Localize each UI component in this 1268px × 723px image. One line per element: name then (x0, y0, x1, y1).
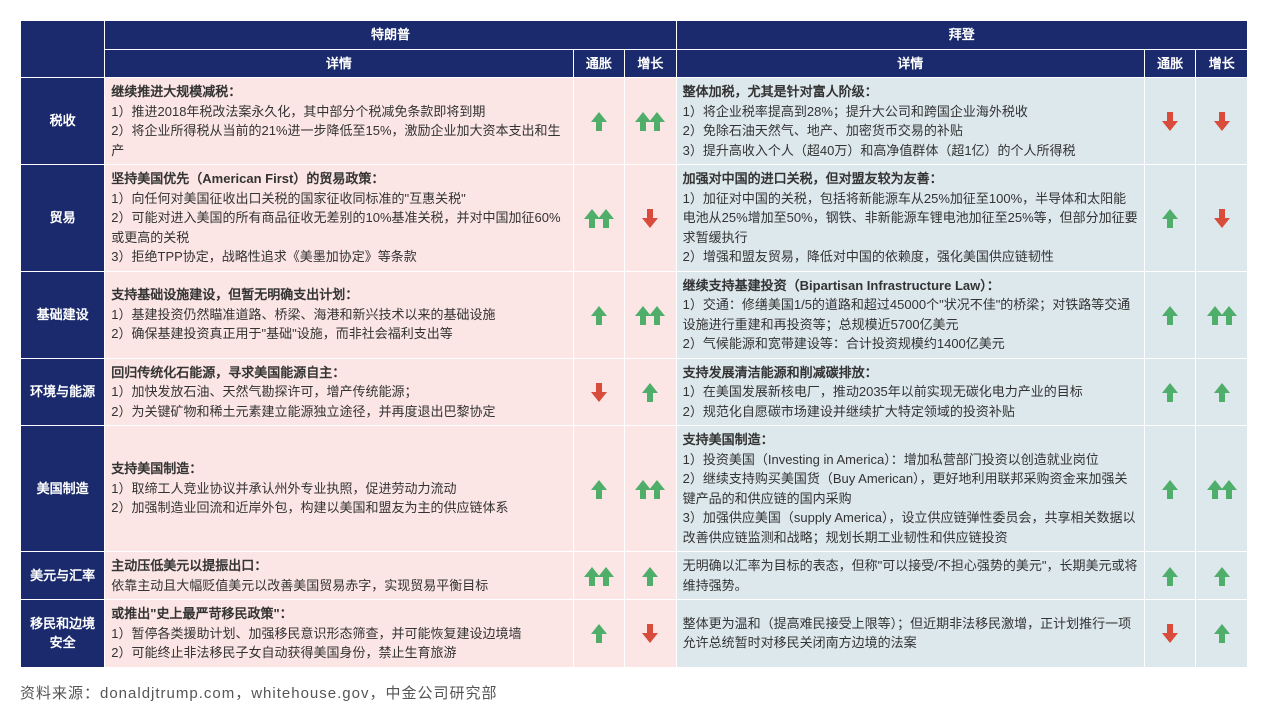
trump-inflation-arrow (573, 358, 625, 426)
header-biden: 拜登 (676, 21, 1247, 50)
trump-detail: 支持基础设施建设，但暂无明确支出计划：1）基建投资仍然瞄准道路、桥梁、海港和新兴… (105, 271, 573, 358)
table-row: 美元与汇率主动压低美元以提振出口：依靠主动且大幅贬值美元以改善美国贸易赤字，实现… (21, 552, 1248, 600)
biden-inflation-arrow (1144, 426, 1196, 552)
biden-inflation-arrow (1144, 165, 1196, 272)
header-category-blank (21, 21, 105, 78)
header-trump: 特朗普 (105, 21, 676, 50)
trump-detail: 回归传统化石能源，寻求美国能源自主：1）加快发放石油、天然气勘探许可，增产传统能… (105, 358, 573, 426)
trump-detail: 坚持美国优先（American First）的贸易政策：1）向任何对美国征收出口… (105, 165, 573, 272)
header-trump-inflation: 通胀 (573, 49, 625, 78)
header-biden-inflation: 通胀 (1144, 49, 1196, 78)
trump-inflation-arrow (573, 552, 625, 600)
category-label: 移民和边境安全 (21, 600, 105, 668)
table-row: 环境与能源回归传统化石能源，寻求美国能源自主：1）加快发放石油、天然气勘探许可，… (21, 358, 1248, 426)
trump-detail: 或推出"史上最严苛移民政策"：1）暂停各类援助计划、加强移民意识形态筛查，并可能… (105, 600, 573, 668)
trump-growth-arrow (625, 426, 677, 552)
biden-detail: 整体更为温和（提高难民接受上限等）；但近期非法移民激增，正计划推行一项允许总统暂… (676, 600, 1144, 668)
trump-growth-arrow (625, 165, 677, 272)
trump-inflation-arrow (573, 600, 625, 668)
biden-growth-arrow (1196, 600, 1248, 668)
table-row: 美国制造支持美国制造：1）取缔工人竞业协议并承认州外专业执照，促进劳动力流动2）… (21, 426, 1248, 552)
table-row: 税收继续推进大规模减税：1）推进2018年税改法案永久化，其中部分个税减免条款即… (21, 78, 1248, 165)
trump-growth-arrow (625, 552, 677, 600)
biden-detail: 支持美国制造：1）投资美国（Investing in America）：增加私营… (676, 426, 1144, 552)
header-biden-growth: 增长 (1196, 49, 1248, 78)
biden-detail: 加强对中国的进口关税，但对盟友较为友善：1）加征对中国的关税，包括将新能源车从2… (676, 165, 1144, 272)
table-row: 移民和边境安全或推出"史上最严苛移民政策"：1）暂停各类援助计划、加强移民意识形… (21, 600, 1248, 668)
biden-detail: 继续支持基建投资（Bipartisan Infrastructure Law）：… (676, 271, 1144, 358)
biden-growth-arrow (1196, 271, 1248, 358)
trump-growth-arrow (625, 271, 677, 358)
table-row: 贸易坚持美国优先（American First）的贸易政策：1）向任何对美国征收… (21, 165, 1248, 272)
trump-detail: 继续推进大规模减税：1）推进2018年税改法案永久化，其中部分个税减免条款即将到… (105, 78, 573, 165)
biden-growth-arrow (1196, 78, 1248, 165)
trump-inflation-arrow (573, 165, 625, 272)
trump-detail: 支持美国制造：1）取缔工人竞业协议并承认州外专业执照，促进劳动力流动2）加强制造… (105, 426, 573, 552)
trump-growth-arrow (625, 600, 677, 668)
policy-comparison-table: 特朗普 拜登 详情 通胀 增长 详情 通胀 增长 税收继续推进大规模减税：1）推… (20, 20, 1248, 668)
trump-inflation-arrow (573, 78, 625, 165)
biden-inflation-arrow (1144, 600, 1196, 668)
biden-inflation-arrow (1144, 358, 1196, 426)
header-biden-details: 详情 (676, 49, 1144, 78)
trump-growth-arrow (625, 358, 677, 426)
biden-detail: 无明确以汇率为目标的表态，但称"可以接受/不担心强势的美元"，长期美元或将维持强… (676, 552, 1144, 600)
category-label: 贸易 (21, 165, 105, 272)
biden-detail: 整体加税，尤其是针对富人阶级：1）将企业税率提高到28%；提升大公司和跨国企业海… (676, 78, 1144, 165)
header-trump-growth: 增长 (625, 49, 677, 78)
biden-growth-arrow (1196, 426, 1248, 552)
category-label: 环境与能源 (21, 358, 105, 426)
biden-detail: 支持发展清洁能源和削减碳排放：1）在美国发展新核电厂，推动2035年以前实现无碳… (676, 358, 1144, 426)
source-footnote: 资料来源：donaldjtrump.com，whitehouse.gov，中金公… (20, 682, 1248, 703)
trump-inflation-arrow (573, 271, 625, 358)
category-label: 美元与汇率 (21, 552, 105, 600)
biden-growth-arrow (1196, 165, 1248, 272)
category-label: 基础建设 (21, 271, 105, 358)
category-label: 税收 (21, 78, 105, 165)
header-trump-details: 详情 (105, 49, 573, 78)
category-label: 美国制造 (21, 426, 105, 552)
biden-growth-arrow (1196, 552, 1248, 600)
trump-inflation-arrow (573, 426, 625, 552)
biden-inflation-arrow (1144, 271, 1196, 358)
biden-growth-arrow (1196, 358, 1248, 426)
trump-detail: 主动压低美元以提振出口：依靠主动且大幅贬值美元以改善美国贸易赤字，实现贸易平衡目… (105, 552, 573, 600)
biden-inflation-arrow (1144, 78, 1196, 165)
trump-growth-arrow (625, 78, 677, 165)
table-row: 基础建设支持基础设施建设，但暂无明确支出计划：1）基建投资仍然瞄准道路、桥梁、海… (21, 271, 1248, 358)
biden-inflation-arrow (1144, 552, 1196, 600)
